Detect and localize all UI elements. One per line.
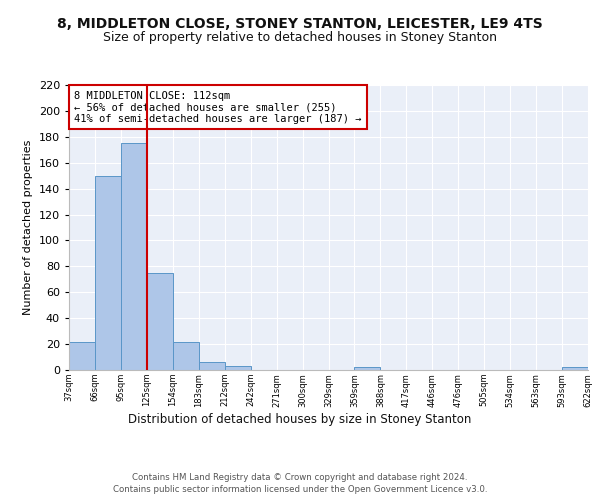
Bar: [95, 176, 121, 370]
Bar: [562, 368, 588, 370]
Bar: [355, 368, 380, 370]
Text: Contains HM Land Registry data © Crown copyright and database right 2024.
Contai: Contains HM Land Registry data © Crown c…: [113, 472, 487, 494]
Bar: [147, 273, 173, 370]
Text: 8 MIDDLETON CLOSE: 112sqm
← 56% of detached houses are smaller (255)
41% of semi: 8 MIDDLETON CLOSE: 112sqm ← 56% of detac…: [74, 90, 362, 124]
Bar: [173, 342, 199, 370]
Y-axis label: Number of detached properties: Number of detached properties: [23, 140, 33, 315]
Bar: [225, 366, 251, 370]
Bar: [199, 362, 224, 370]
Text: Distribution of detached houses by size in Stoney Stanton: Distribution of detached houses by size …: [128, 412, 472, 426]
Text: 8, MIDDLETON CLOSE, STONEY STANTON, LEICESTER, LE9 4TS: 8, MIDDLETON CLOSE, STONEY STANTON, LEIC…: [57, 18, 543, 32]
Bar: [121, 144, 147, 370]
Bar: [69, 342, 95, 370]
Text: Size of property relative to detached houses in Stoney Stanton: Size of property relative to detached ho…: [103, 31, 497, 44]
